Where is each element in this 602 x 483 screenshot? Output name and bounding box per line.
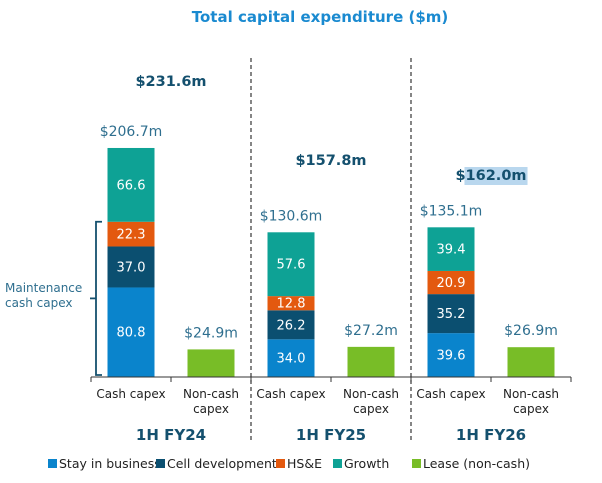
bar-segment-growth	[267, 232, 315, 297]
segment-value-label: 39.6	[437, 349, 466, 364]
bar-total-label: $206.7m	[100, 124, 163, 140]
segment-value-label: 39.4	[437, 243, 466, 258]
legend-label-growth: Growth	[344, 456, 389, 471]
bar-segment-hs-e	[427, 270, 475, 295]
bar-total-label: $135.1m	[420, 203, 483, 219]
bar-segment-stay-in-business	[427, 333, 475, 377]
segment-value-label: 57.6	[277, 258, 306, 273]
bar-segment-hs-e	[267, 296, 315, 311]
legend: Stay in business Cell development HS&E Grow…	[48, 456, 530, 471]
segment-value-label: 22.3	[117, 228, 146, 243]
bars-layer	[107, 147, 555, 377]
bar-segment-cell-development	[267, 310, 315, 340]
bar-segment-stay-in-business	[267, 339, 315, 377]
legend-swatch-lease-non-cash	[412, 459, 421, 468]
bar-segment-cell-development	[107, 246, 155, 288]
bar-segment-hs-e	[107, 221, 155, 247]
legend-label-stay-in-business: Stay in business	[59, 456, 161, 471]
category-label: Non-cash	[503, 387, 559, 401]
segment-value-label: 80.8	[117, 326, 146, 341]
legend-label-cell-development: Cell development	[167, 456, 277, 471]
segment-value-label: 66.6	[117, 178, 146, 193]
maintenance-bracket	[95, 220, 102, 376]
category-label: Non-cash	[343, 387, 399, 401]
maintenance-annotation-text: Maintenance	[5, 281, 82, 295]
bar-segment-lease-non-cash	[187, 349, 235, 377]
bar-total-label: $26.9m	[504, 323, 558, 339]
chart-title: Total capital expenditure ($m)	[192, 8, 449, 26]
legend-label-hs-e: HS&E	[287, 456, 322, 471]
group-label: 1H FY25	[296, 426, 366, 444]
bar-segment-growth	[107, 147, 155, 222]
category-label: capex	[353, 402, 389, 416]
bar-segment-lease-non-cash	[507, 347, 555, 377]
category-label: Cash capex	[256, 387, 325, 401]
bar-segment-stay-in-business	[107, 287, 155, 377]
group-label: 1H FY24	[136, 426, 206, 444]
category-label: capex	[193, 402, 229, 416]
group-total-label: $162.0m	[455, 168, 526, 184]
group-dividers	[250, 58, 412, 440]
group-total-label: $231.6m	[135, 74, 206, 90]
legend-swatch-cell-development	[156, 459, 165, 468]
segment-value-label: 20.9	[437, 276, 466, 291]
category-label: Non-cash	[183, 387, 239, 401]
group-total-label: $157.8m	[295, 153, 366, 169]
segment-value-label: 34.0	[277, 352, 306, 367]
segment-value-label: 26.2	[277, 318, 306, 333]
x-axis	[90, 376, 572, 382]
legend-swatch-growth	[333, 459, 342, 468]
bar-segment-cell-development	[427, 294, 475, 334]
category-label: capex	[513, 402, 549, 416]
maintenance-annotation-text: cash capex	[5, 296, 72, 310]
category-label: Cash capex	[96, 387, 165, 401]
labels-layer: $231.6m 1H FY24 80.8 37.0 22.3 66.6 $206.7m Cas…	[96, 74, 559, 444]
group-label: 1H FY26	[456, 426, 526, 444]
bar-total-label: $24.9m	[184, 325, 238, 341]
text-selection-highlight	[464, 167, 528, 185]
legend-swatch-stay-in-business	[48, 459, 57, 468]
bar-segment-growth	[427, 227, 475, 271]
legend-swatch-hs-e	[276, 459, 285, 468]
segment-value-label: 12.8	[277, 297, 306, 312]
bar-total-label: $130.6m	[260, 208, 323, 224]
legend-label-lease-non-cash: Lease (non-cash)	[423, 456, 530, 471]
segment-value-label: 35.2	[437, 307, 466, 322]
bar-total-label: $27.2m	[344, 323, 398, 339]
category-label: Cash capex	[416, 387, 485, 401]
segment-value-label: 37.0	[117, 260, 146, 275]
bar-segment-lease-non-cash	[347, 346, 395, 377]
